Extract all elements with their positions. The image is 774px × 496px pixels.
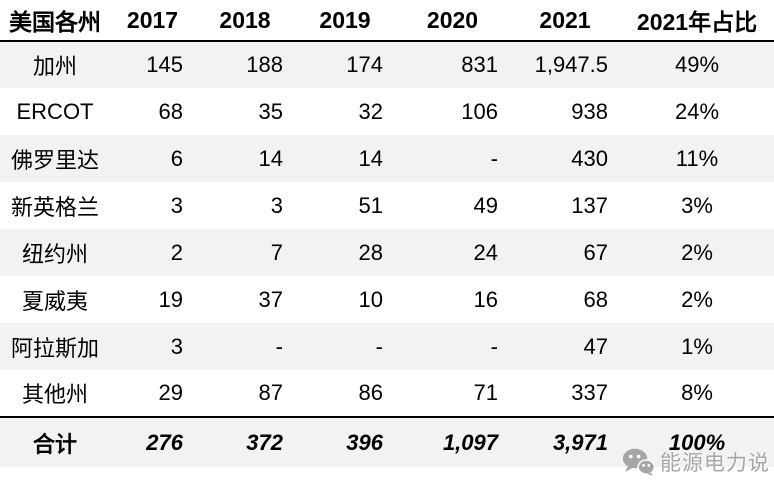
cell-region-label: 夏威夷 xyxy=(21,288,88,314)
cell-region-label: 佛罗里达 xyxy=(10,147,99,173)
table-row-new-england: 新英格兰 3 3 51 49 137 3% xyxy=(0,182,774,229)
cell-2017: 29 xyxy=(158,380,183,405)
table-body: 加州 145 188 174 831 1,947.5 49% ERCOT 68 … xyxy=(0,41,774,467)
cell-region-label: ERCOT xyxy=(16,98,94,124)
cell-2018: 7 xyxy=(270,239,283,265)
col-header-2021: 2021 xyxy=(510,0,620,42)
table-row-alaska: 阿拉斯加 3 - - - 47 1% xyxy=(0,323,774,370)
cell-2021: 137 xyxy=(571,192,608,218)
col-header-region: 美国各州 xyxy=(0,0,110,42)
cell-2021: 337 xyxy=(571,380,608,405)
cell-2020: 16 xyxy=(473,286,498,312)
cell-2017: 3 xyxy=(170,333,183,359)
cell-2021-share: 3% xyxy=(681,192,713,218)
cell-2019: 14 xyxy=(358,145,383,171)
total-row: 合计 276 372 396 1,097 3,971 100% xyxy=(0,416,774,467)
total-2018: 372 xyxy=(195,416,295,467)
cell-2020: 831 xyxy=(461,52,498,77)
total-2021: 3,971 xyxy=(510,416,620,467)
cell-2021-share: 2% xyxy=(681,286,713,312)
cell-2019: 174 xyxy=(346,52,383,77)
table-row-new-york: 纽约州 2 7 28 24 67 2% xyxy=(0,229,774,276)
cell-2021-share: 8% xyxy=(681,380,713,405)
cell-2018: - xyxy=(275,333,283,359)
cell-2019: 28 xyxy=(358,239,383,265)
cell-2018: 188 xyxy=(246,52,283,77)
cell-2021-share: 49% xyxy=(674,52,720,77)
col-header-2018: 2018 xyxy=(195,0,295,42)
col-header-2017: 2017 xyxy=(110,0,195,42)
cell-region-label: 新英格兰 xyxy=(10,194,99,220)
cell-2020: 106 xyxy=(461,98,498,124)
cell-2018: 37 xyxy=(258,286,283,312)
total-label: 合计 xyxy=(0,416,110,467)
cell-2017: 145 xyxy=(146,52,183,77)
cell-2021: 1,947.5 xyxy=(534,52,608,77)
cell-2019: 10 xyxy=(358,286,383,312)
cell-2021-share: 11% xyxy=(675,145,719,171)
cell-2017: 3 xyxy=(170,192,183,218)
cell-2021-share: 2% xyxy=(681,239,713,265)
table-row-california: 加州 145 188 174 831 1,947.5 49% xyxy=(0,41,774,88)
cell-2019: 86 xyxy=(358,380,383,405)
cell-2018: 3 xyxy=(270,192,283,218)
total-2020: 1,097 xyxy=(395,416,510,467)
cell-2018: 87 xyxy=(258,380,283,405)
cell-region-label: 阿拉斯加 xyxy=(10,335,99,361)
cell-2018: 14 xyxy=(258,145,283,171)
col-header-2020: 2020 xyxy=(395,0,510,42)
cell-2019: 51 xyxy=(358,192,383,218)
cell-2021-share: 24% xyxy=(674,98,720,124)
total-2019: 396 xyxy=(295,416,395,467)
table-row-florida: 佛罗里达 6 14 14 - 430 11% xyxy=(0,135,774,182)
cell-2017: 6 xyxy=(170,145,183,171)
cell-2020: 49 xyxy=(473,192,498,218)
us-states-table: 美国各州 2017 2018 2019 2020 2021 2021年占比 加州… xyxy=(0,0,774,467)
table-row-other-states: 其他州 29 87 86 71 337 8% xyxy=(0,370,774,417)
cell-2017: 68 xyxy=(158,98,183,124)
cell-2021: 68 xyxy=(583,286,608,312)
cell-2021: 938 xyxy=(571,98,608,124)
cell-region-label: 纽约州 xyxy=(21,241,88,267)
cell-2021: 47 xyxy=(583,333,608,359)
cell-2017: 19 xyxy=(158,286,183,312)
total-2021-share: 100% xyxy=(620,416,774,467)
table-row-ercot: ERCOT 68 35 32 106 938 24% xyxy=(0,88,774,135)
col-header-2021-share: 2021年占比 xyxy=(620,0,774,42)
cell-2019: 32 xyxy=(358,98,383,124)
cell-2018: 35 xyxy=(258,98,283,124)
cell-2017: 2 xyxy=(170,239,183,265)
cell-2020: - xyxy=(490,333,498,359)
cell-2020: 71 xyxy=(473,380,498,405)
cell-2020: 24 xyxy=(473,239,498,265)
cell-2021-share: 1% xyxy=(681,333,713,359)
col-header-2019: 2019 xyxy=(295,0,395,42)
cell-2020: - xyxy=(490,145,498,171)
cell-2019: - xyxy=(375,333,383,359)
table-row-hawaii: 夏威夷 19 37 10 16 68 2% xyxy=(0,276,774,323)
total-2017: 276 xyxy=(110,416,195,467)
cell-region-label: 加州 xyxy=(32,54,77,79)
cell-2021: 430 xyxy=(571,145,608,171)
table-header: 美国各州 2017 2018 2019 2020 2021 2021年占比 xyxy=(0,0,774,42)
cell-region-label: 其他州 xyxy=(21,382,88,407)
header-row: 美国各州 2017 2018 2019 2020 2021 2021年占比 xyxy=(0,0,774,42)
cell-2021: 67 xyxy=(583,239,608,265)
